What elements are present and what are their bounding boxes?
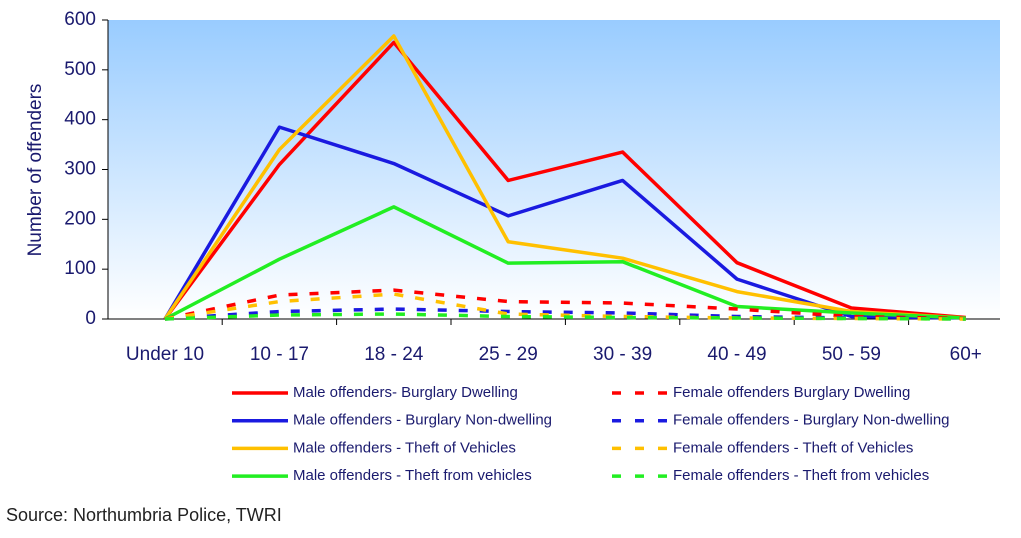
y-tick-label: 300 (64, 159, 96, 180)
y-tick-label: 100 (64, 258, 96, 279)
legend-label: Male offenders - Theft from vehicles (293, 467, 532, 484)
legend-label: Female offenders - Burglary Non-dwelling (673, 412, 950, 429)
x-tick-label: 10 - 17 (250, 344, 309, 365)
x-tick-label: 18 - 24 (364, 344, 424, 365)
legend-label: Female offenders - Theft from vehicles (673, 467, 929, 484)
legend-label: Male offenders - Burglary Non-dwelling (293, 412, 552, 429)
legend-label: Female offenders Burglary Dwelling (673, 384, 910, 401)
x-tick-label: 60+ (950, 344, 982, 365)
series-line (164, 288, 966, 321)
y-tick-label: 600 (64, 9, 96, 30)
series-line (164, 205, 966, 321)
x-tick-label: 50 - 59 (822, 344, 881, 365)
series-line (163, 34, 966, 320)
legend-label: Female offenders - Theft of Vehicles (673, 439, 913, 456)
source: Source: Northumbria Police, TWRI (6, 505, 282, 525)
series-line (164, 312, 966, 321)
legend-label: Male offenders - Theft of Vehicles (293, 439, 516, 456)
y-tick-label: 200 (64, 208, 96, 229)
legend-label: Male offenders- Burglary Dwelling (293, 384, 518, 401)
y-tick-label: 0 (85, 308, 96, 329)
x-tick-label: 30 - 39 (593, 344, 652, 365)
x-tick-label: 25 - 29 (479, 344, 538, 365)
x-tick-label: 40 - 49 (707, 344, 766, 365)
x-tick-label: Under 10 (126, 344, 204, 365)
y-axis-label: Number of offenders (25, 84, 46, 257)
series-line (164, 307, 966, 321)
series-line (163, 40, 966, 321)
y-tick-label: 400 (64, 109, 96, 130)
y-tick-label: 500 (64, 59, 96, 80)
